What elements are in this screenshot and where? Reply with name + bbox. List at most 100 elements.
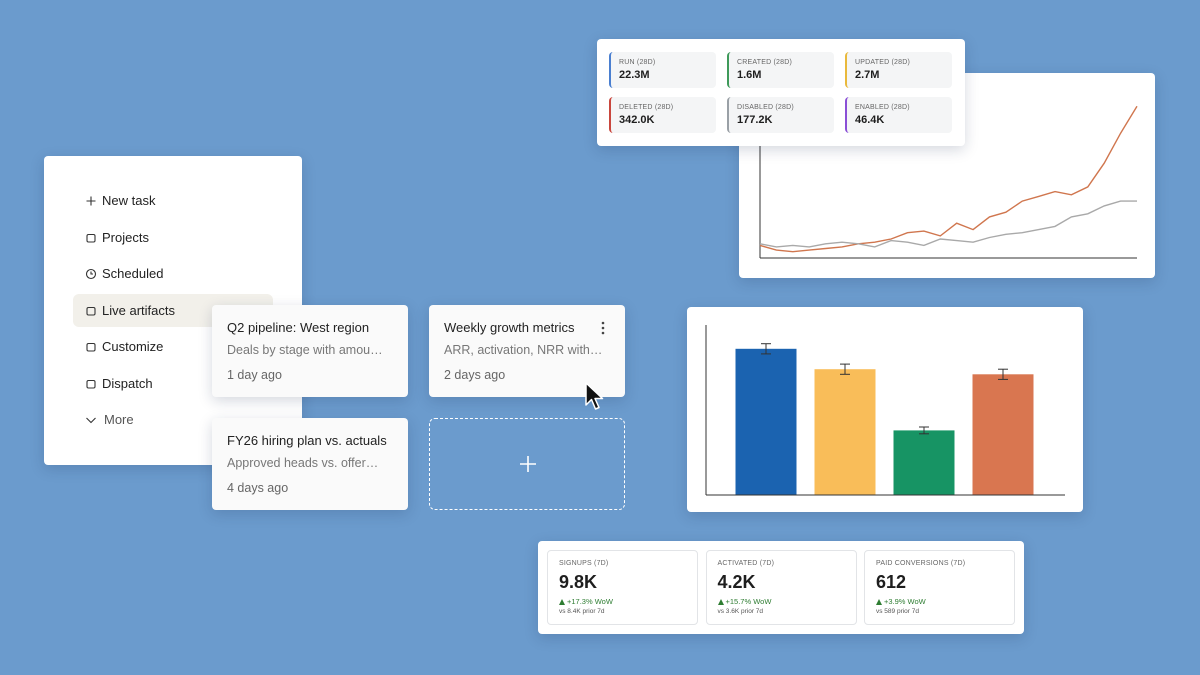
metric-change: +3.9% WoW	[884, 597, 926, 606]
plus	[520, 456, 536, 472]
stat-label: DISABLED (28D)	[737, 104, 794, 111]
bar	[893, 430, 955, 495]
bar-chart	[705, 325, 1065, 496]
metric-comparison: vs 8.4K prior 7d	[559, 608, 605, 615]
bar	[972, 374, 1034, 495]
artifact-updated: 1 day ago	[227, 368, 282, 382]
add-artifact-button[interactable]	[429, 418, 625, 510]
metric-comparison: vs 589 prior 7d	[876, 608, 919, 615]
artifact-title: Q2 pipeline: West region	[227, 320, 370, 335]
artifact-card[interactable]: Q2 pipeline: West region Deals by stage w…	[212, 305, 408, 397]
sidebar-icon	[86, 342, 96, 352]
sidebar-icon	[86, 379, 96, 389]
up-arrow	[876, 599, 882, 605]
chevron-icon	[86, 417, 96, 424]
generic-icon	[86, 379, 96, 389]
stat-value: 46.4K	[855, 114, 885, 126]
stat-label: CREATED (28D)	[737, 59, 792, 66]
mouse-cursor	[585, 382, 604, 410]
artifact-card[interactable]: Weekly growth metrics ARR, activation, NR…	[429, 305, 625, 397]
artifact-card[interactable]: FY26 hiring plan vs. actuals Approved hea…	[212, 418, 408, 510]
sidebar-icon	[86, 306, 96, 316]
up-arrow-icon	[876, 599, 882, 605]
metric-tile: ACTIVATED (7D) 4.2K +15.7% WoW vs 3.6K prio…	[705, 550, 857, 625]
metric-label: PAID CONVERSIONS (7D)	[876, 560, 966, 567]
stat-label: UPDATED (28D)	[855, 59, 910, 66]
artifact-title: Weekly growth metrics	[444, 320, 575, 335]
metric-value: 612	[876, 572, 907, 592]
dot	[601, 321, 605, 325]
stat-value: 177.2K	[737, 114, 773, 126]
stat-tile: DELETED (28D) 342.0K	[609, 97, 716, 133]
stats-card: RUN (28D) 22.3M CREATED (28D) 1.6M UPDATED (…	[597, 39, 965, 146]
bar	[735, 348, 797, 495]
up-arrow	[559, 599, 565, 605]
sidebar-label: Dispatch	[102, 375, 153, 391]
artifact-updated: 4 days ago	[227, 481, 289, 495]
generic-icon	[86, 233, 96, 243]
sidebar-label: More	[104, 412, 134, 427]
bar	[814, 369, 876, 495]
stat-value: 22.3M	[619, 69, 650, 81]
error-bar	[998, 368, 1008, 380]
sidebar-item[interactable]: Customize	[73, 330, 273, 363]
stat-tile: RUN (28D) 22.3M	[609, 52, 716, 88]
metric-tile: PAID CONVERSIONS (7D) 612 +3.9% WoW vs 589 …	[864, 550, 1015, 625]
up-arrow-icon	[559, 599, 565, 605]
stat-label: RUN (28D)	[619, 59, 656, 66]
dot	[601, 326, 605, 330]
generic-icon	[86, 306, 96, 316]
stat-value: 1.6M	[737, 69, 762, 81]
artifact-description: Deals by stage with amou…	[227, 343, 383, 357]
generic-icon	[86, 342, 96, 352]
clock-hand	[90, 271, 93, 275]
sidebar-icon	[85, 268, 97, 280]
sidebar-icon	[86, 196, 96, 206]
stat-tile: CREATED (28D) 1.6M	[727, 52, 834, 88]
metric-change: +15.7% WoW	[725, 597, 772, 606]
metrics-card: SIGNUPS (7D) 9.8K +17.3% WoW vs 8.4K prior …	[538, 541, 1024, 634]
artifact-updated: 2 days ago	[444, 368, 506, 382]
sidebar-icon	[86, 233, 96, 243]
stat-label: DELETED (28D)	[619, 104, 674, 111]
up-arrow-icon	[717, 599, 724, 605]
more-options-button[interactable]	[600, 321, 606, 335]
sidebar-label: New task	[102, 193, 156, 208]
sidebar-item[interactable]: Scheduled	[73, 257, 273, 290]
metric-value: 9.8K	[559, 572, 598, 592]
sidebar-item[interactable]: Projects	[73, 221, 273, 254]
metric-comparison: vs 3.6K prior 7d	[717, 608, 764, 615]
sidebar-label: Live artifacts	[102, 302, 175, 318]
line-series	[759, 200, 1137, 248]
sidebar-item[interactable]: More	[73, 403, 273, 436]
plus-icon	[86, 196, 96, 206]
stat-tile: ENABLED (28D) 46.4K	[845, 97, 952, 133]
sidebar-item[interactable]: New task	[73, 184, 273, 217]
bar-chart-card	[687, 307, 1083, 512]
error-bar	[919, 426, 929, 435]
line-series	[759, 105, 1138, 253]
artifact-title: FY26 hiring plan vs. actuals	[227, 433, 387, 448]
dot	[601, 331, 605, 335]
sidebar-item[interactable]: Dispatch	[73, 367, 273, 400]
stat-label: ENABLED (28D)	[855, 104, 910, 111]
metric-value: 4.2K	[717, 572, 756, 592]
stat-tile: UPDATED (28D) 2.7M	[845, 52, 952, 88]
metric-change: +17.3% WoW	[567, 597, 613, 606]
up-arrow	[717, 599, 724, 605]
plus-icon	[520, 456, 536, 472]
cursor-arrow	[585, 382, 604, 410]
metric-tile: SIGNUPS (7D) 9.8K +17.3% WoW vs 8.4K prior …	[547, 550, 698, 625]
clock-icon	[85, 268, 97, 280]
error-bar	[761, 343, 771, 355]
stat-value: 342.0K	[619, 114, 655, 126]
metric-label: ACTIVATED (7D)	[717, 560, 775, 567]
stat-tile: DISABLED (28D) 177.2K	[727, 97, 834, 133]
artifact-description: Approved heads vs. offer…	[227, 456, 379, 470]
sidebar-label: Scheduled	[102, 266, 164, 281]
error-bar	[840, 363, 850, 375]
stat-value: 2.7M	[855, 69, 880, 81]
artifact-description: ARR, activation, NRR with…	[444, 343, 603, 357]
sidebar-label: Customize	[102, 339, 164, 354]
